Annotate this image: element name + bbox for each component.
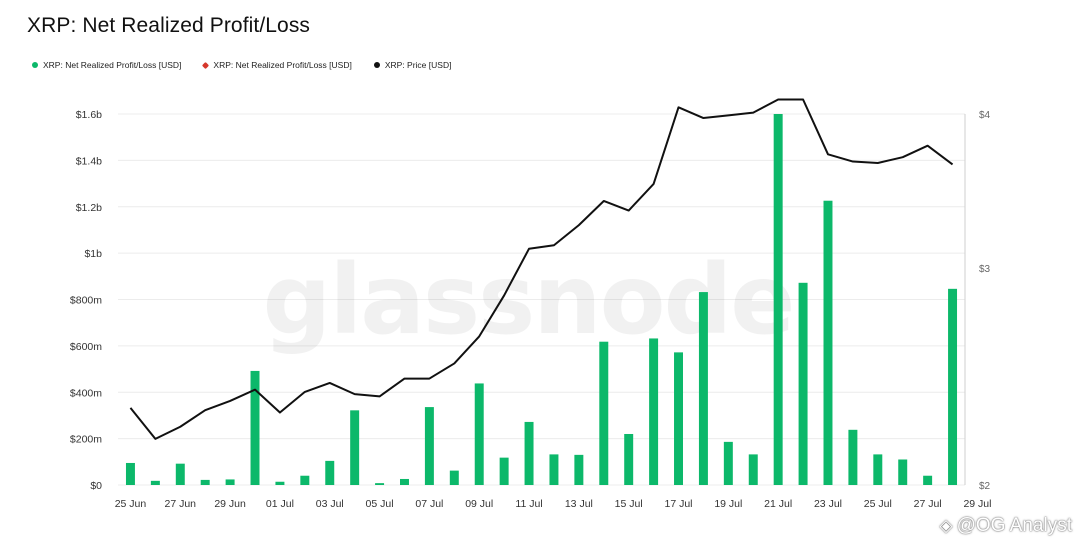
left-y-axis: $0 $200m $400m $600m $800m $1b $1.2b $1.4b $1.6b — [70, 109, 102, 492]
left-tick-label: $1.2b — [76, 202, 102, 214]
x-tick-label: 07 Jul — [415, 498, 443, 510]
x-tick-label: 03 Jul — [316, 498, 344, 510]
binance-square-icon: ◈ — [939, 516, 953, 535]
left-tick-label: $400m — [70, 387, 102, 399]
left-tick-label: $0 — [90, 480, 102, 492]
price-line[interactable] — [129, 98, 954, 440]
watermark-text: glassnode — [263, 244, 794, 356]
right-y-axis: $2 $3 $4 — [964, 110, 991, 492]
profit-bar[interactable] — [499, 457, 509, 485]
x-tick-label: 25 Jul — [864, 498, 892, 510]
x-tick-label: 15 Jul — [615, 498, 643, 510]
profit-bar[interactable] — [599, 341, 609, 485]
profit-bar[interactable] — [225, 479, 235, 485]
source-tag-text: @OG Analyst — [956, 515, 1072, 536]
profit-bar[interactable] — [748, 454, 758, 485]
x-tick-label: 13 Jul — [565, 498, 593, 510]
legend-price-label: XRP: Price [USD] — [384, 60, 452, 70]
x-tick-label: 17 Jul — [664, 498, 692, 510]
profit-bar[interactable] — [350, 410, 360, 485]
profit-bar[interactable] — [175, 463, 185, 485]
left-tick-label: $1.4b — [76, 155, 102, 167]
legend-price-swatch — [373, 62, 380, 68]
chart-legend: XRP: Net Realized Profit/Loss [USD] XRP:… — [32, 58, 473, 72]
profit-bar[interactable] — [200, 479, 210, 485]
legend-loss-label: XRP: Net Realized Profit/Loss [USD] — [213, 60, 352, 70]
profit-bar[interactable] — [948, 288, 958, 485]
profit-bar[interactable] — [150, 480, 160, 485]
x-tick-label: 09 Jul — [465, 498, 493, 510]
legend-profit-swatch — [32, 62, 38, 68]
profit-bar[interactable] — [848, 429, 858, 485]
source-tag: ◈ @OG Analyst — [940, 515, 1072, 537]
right-tick-label: $3 — [979, 264, 991, 275]
price-series — [129, 98, 954, 440]
profit-bar[interactable] — [524, 421, 534, 485]
profit-bar[interactable] — [624, 433, 634, 485]
left-tick-label: $1b — [84, 248, 102, 260]
x-tick-label: 27 Jun — [165, 498, 197, 510]
x-tick-label: 29 Jun — [214, 498, 246, 510]
profit-bar[interactable] — [773, 114, 783, 485]
profit-bar[interactable] — [574, 454, 584, 485]
profit-bar[interactable] — [823, 200, 833, 485]
profit-bar[interactable] — [923, 475, 933, 485]
x-tick-label: 29 Jul — [963, 498, 991, 510]
x-axis: 25 Jun 27 Jun 29 Jun 01 Jul 03 Jul 05 Jul 07 J… — [115, 498, 992, 510]
profit-bar[interactable] — [898, 459, 908, 485]
x-tick-label: 01 Jul — [266, 498, 294, 510]
profit-bar[interactable] — [250, 370, 260, 485]
profit-bar[interactable] — [375, 483, 385, 485]
profit-bar[interactable] — [698, 292, 708, 485]
profit-bar[interactable] — [275, 481, 285, 485]
profit-bar[interactable] — [300, 475, 310, 485]
legend-profit-label: XRP: Net Realized Profit/Loss [USD] — [43, 60, 182, 70]
profit-bar[interactable] — [549, 454, 559, 485]
left-tick-label: $200m — [70, 434, 102, 446]
profit-bar[interactable] — [723, 441, 733, 485]
right-tick-label: $4 — [979, 110, 991, 121]
right-tick-label: $2 — [979, 481, 991, 492]
x-tick-label: 11 Jul — [515, 498, 542, 510]
x-tick-label: 19 Jul — [714, 498, 742, 510]
chart-title: XRP: Net Realized Profit/Loss — [27, 14, 311, 37]
profit-bar[interactable] — [873, 454, 883, 485]
x-tick-label: 05 Jul — [366, 498, 394, 510]
profit-bar[interactable] — [125, 462, 135, 485]
profit-bar[interactable] — [649, 338, 659, 485]
x-tick-label: 23 Jul — [814, 498, 842, 510]
left-tick-label: $1.6b — [76, 109, 102, 121]
left-tick-label: $600m — [70, 341, 102, 353]
profit-bar[interactable] — [474, 383, 484, 485]
x-tick-label: 21 Jul — [764, 498, 792, 510]
legend-item-loss[interactable]: XRP: Net Realized Profit/Loss [USD] — [202, 60, 352, 70]
bar-series — [125, 114, 958, 485]
legend-item-price[interactable]: XRP: Price [USD] — [373, 60, 452, 70]
profit-bar[interactable] — [674, 352, 683, 485]
profit-bar[interactable] — [400, 478, 409, 485]
left-tick-label: $800m — [70, 295, 102, 307]
profit-bar[interactable] — [325, 460, 335, 485]
legend-item-profit[interactable]: XRP: Net Realized Profit/Loss [USD] — [32, 60, 181, 70]
x-tick-label: 27 Jul — [914, 498, 942, 510]
profit-bar[interactable] — [798, 282, 808, 485]
profit-bar[interactable] — [449, 470, 459, 485]
x-tick-label: 25 Jun — [115, 498, 147, 510]
profit-bar[interactable] — [424, 407, 434, 485]
